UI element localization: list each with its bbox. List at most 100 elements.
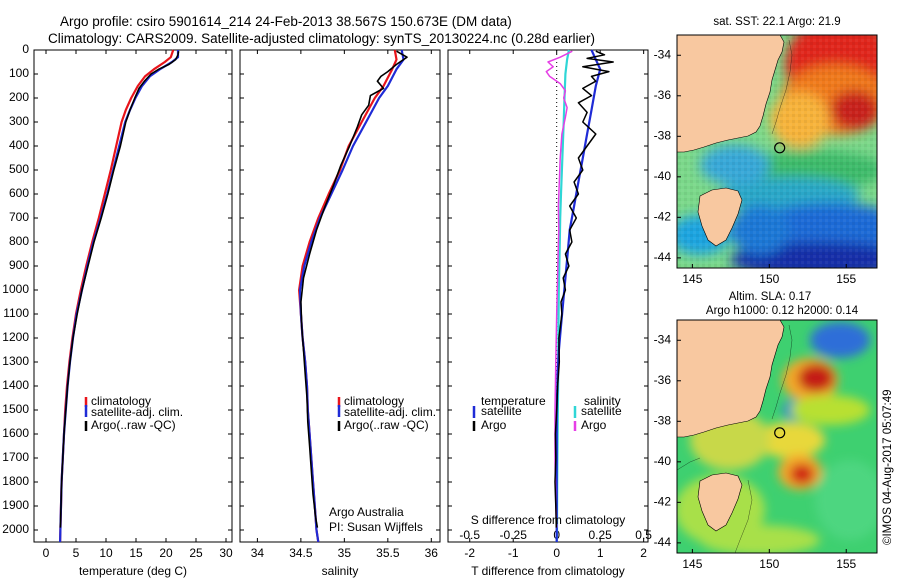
map-y-tick-label: -38	[654, 413, 672, 427]
salinity-legend: climatology satellite-adj. clim. Argo(..…	[337, 394, 436, 432]
salinity-profile-panel: 34 34.5 35 35.5 36 salinity climatology sate…	[239, 49, 441, 578]
x-tick-label: 30	[219, 546, 233, 560]
legend-label-sal-satellite: satellite	[581, 404, 622, 418]
map-x-tick-label: 150	[759, 557, 779, 571]
series-line-satellite-adj-clim-	[59, 50, 180, 543]
x-tick-label: -2	[464, 546, 475, 560]
map-y-tick-label: -36	[654, 88, 672, 102]
y-tick-label: 1900	[2, 498, 29, 512]
salinity-x-axis-label: salinity	[322, 564, 359, 578]
y-tick-label: 600	[9, 186, 29, 200]
series-line-satellite-adj-clim-	[298, 49, 405, 543]
x-tick-label: 2	[640, 546, 647, 560]
y-tick-label: 1300	[2, 354, 29, 368]
legend-header-temperature: temperature	[481, 394, 546, 408]
map-y-tick-label: -44	[654, 535, 672, 549]
argo-position-marker	[774, 142, 786, 154]
difference-axes-frame	[447, 49, 649, 543]
map-y-tick-label: -34	[654, 47, 672, 61]
y-tick-label: 1500	[2, 402, 29, 416]
legend-label-temp-satellite: satellite	[481, 404, 522, 418]
y-tick-label: 300	[9, 114, 29, 128]
map-y-tick-label: -38	[654, 128, 672, 142]
sst-map-frame	[676, 34, 878, 269]
y-tick-label: 1200	[2, 330, 29, 344]
legend-label-climatology: climatology	[91, 394, 151, 408]
series-line-salinity-argo	[545, 50, 573, 528]
header-title-line2: Climatology: CARS2009. Satellite-adjuste…	[48, 31, 595, 46]
legend-label-satellite: satellite-adj. clim.	[91, 405, 183, 419]
sla-map-panel: Altim. SLA: 0.17 Argo h1000: 0.12 h2000:…	[654, 291, 878, 571]
map-y-tick-label: -40	[654, 454, 672, 468]
map-x-tick-label: 155	[836, 557, 856, 571]
legend-header-salinity: salinity	[584, 394, 621, 408]
temperature-x-axis-label: temperature (deg C)	[79, 564, 187, 578]
legend-label-argo: Argo(..raw -QC)	[91, 418, 176, 432]
salinity-axes-frame	[239, 49, 441, 543]
difference-profile-panel: -2 -1 0 1 2 -0.5 -0.25 0 0.25 0.5 T difference f…	[447, 49, 652, 578]
y-tick-label: 900	[9, 258, 29, 272]
y-tick-label: 1800	[2, 474, 29, 488]
y-tick-label: 1600	[2, 426, 29, 440]
map-y-tick-label: -42	[654, 210, 672, 224]
map-y-tick-label: -40	[654, 169, 672, 183]
map-y-tick-label: -42	[654, 495, 672, 509]
map-x-tick-label: 150	[759, 272, 779, 286]
x-tick-label: 35.5	[376, 546, 400, 560]
x-tick-label: 0	[43, 546, 50, 560]
x-tick-label: 1	[597, 546, 604, 560]
legend-label-temp-argo: Argo	[481, 418, 507, 432]
map-x-tick-label: 155	[836, 272, 856, 286]
temperature-axes-frame	[33, 49, 233, 543]
legend-label-sal-argo: Argo	[581, 418, 607, 432]
map-y-tick-label: -34	[654, 332, 672, 346]
x-tick-label: 35	[338, 546, 352, 560]
x-tick-label: 15	[129, 546, 143, 560]
s-tick-label: 0.5	[635, 528, 652, 542]
x-tick-label: 0	[553, 546, 560, 560]
series-line-argo-raw-qc-	[59, 51, 180, 528]
imos-watermark: ©IMOS 04-Aug-2017 05:07:49	[882, 389, 894, 545]
y-tick-label: 1000	[2, 282, 29, 296]
x-tick-label: 34.5	[289, 546, 313, 560]
series-line-temperature-argo	[554, 50, 614, 528]
x-tick-label: 25	[189, 546, 203, 560]
argo-australia-label: Argo Australia	[329, 505, 404, 519]
sla-map-frame	[676, 319, 878, 554]
y-tick-label: 400	[9, 138, 29, 152]
x-tick-label: -1	[508, 546, 519, 560]
y-tick-label: 1700	[2, 450, 29, 464]
sla-map-field	[677, 320, 877, 553]
series-line-climatology	[59, 49, 175, 543]
y-tick-label: 500	[9, 162, 29, 176]
x-tick-label: 10	[99, 546, 113, 560]
map-y-tick-label: -36	[654, 373, 672, 387]
y-tick-label: 1100	[3, 306, 29, 320]
difference-legend: temperature salinity satellite Argo sate…	[472, 394, 622, 432]
y-tick-label: 700	[9, 210, 29, 224]
s-tick-label: 0.25	[588, 528, 612, 542]
series-line-climatology	[298, 49, 398, 543]
map-x-tick-label: 145	[682, 272, 702, 286]
y-tick-label: 1400	[2, 378, 29, 392]
y-tick-label: 200	[9, 90, 29, 104]
x-tick-label: 5	[73, 546, 80, 560]
x-tick-label: 20	[159, 546, 173, 560]
x-tick-label: 36	[425, 546, 439, 560]
y-tick-label: 2000	[2, 522, 29, 536]
pi-label: PI: Susan Wijffels	[329, 520, 423, 534]
legend-label-satellite: satellite-adj. clim.	[344, 405, 436, 419]
sst-map-field	[677, 35, 877, 268]
y-tick-label: 0	[22, 42, 29, 56]
y-tick-label: 100	[9, 66, 29, 80]
argo-position-marker	[774, 427, 786, 439]
legend-label-climatology: climatology	[344, 394, 404, 408]
x-tick-label: 34	[251, 546, 265, 560]
t-difference-axis-label: T difference from climatology	[471, 564, 625, 578]
header-title-line1: Argo profile: csiro 5901614_214 24-Feb-2…	[60, 14, 512, 29]
sla-map-subtitle: Argo h1000: 0.12 h2000: 0.14	[706, 305, 859, 317]
s-difference-axis-label: S difference from climatology	[471, 513, 626, 527]
sst-map-title: sat. SST: 22.1 Argo: 21.9	[713, 16, 840, 28]
sla-map-title: Altim. SLA: 0.17	[729, 291, 811, 303]
